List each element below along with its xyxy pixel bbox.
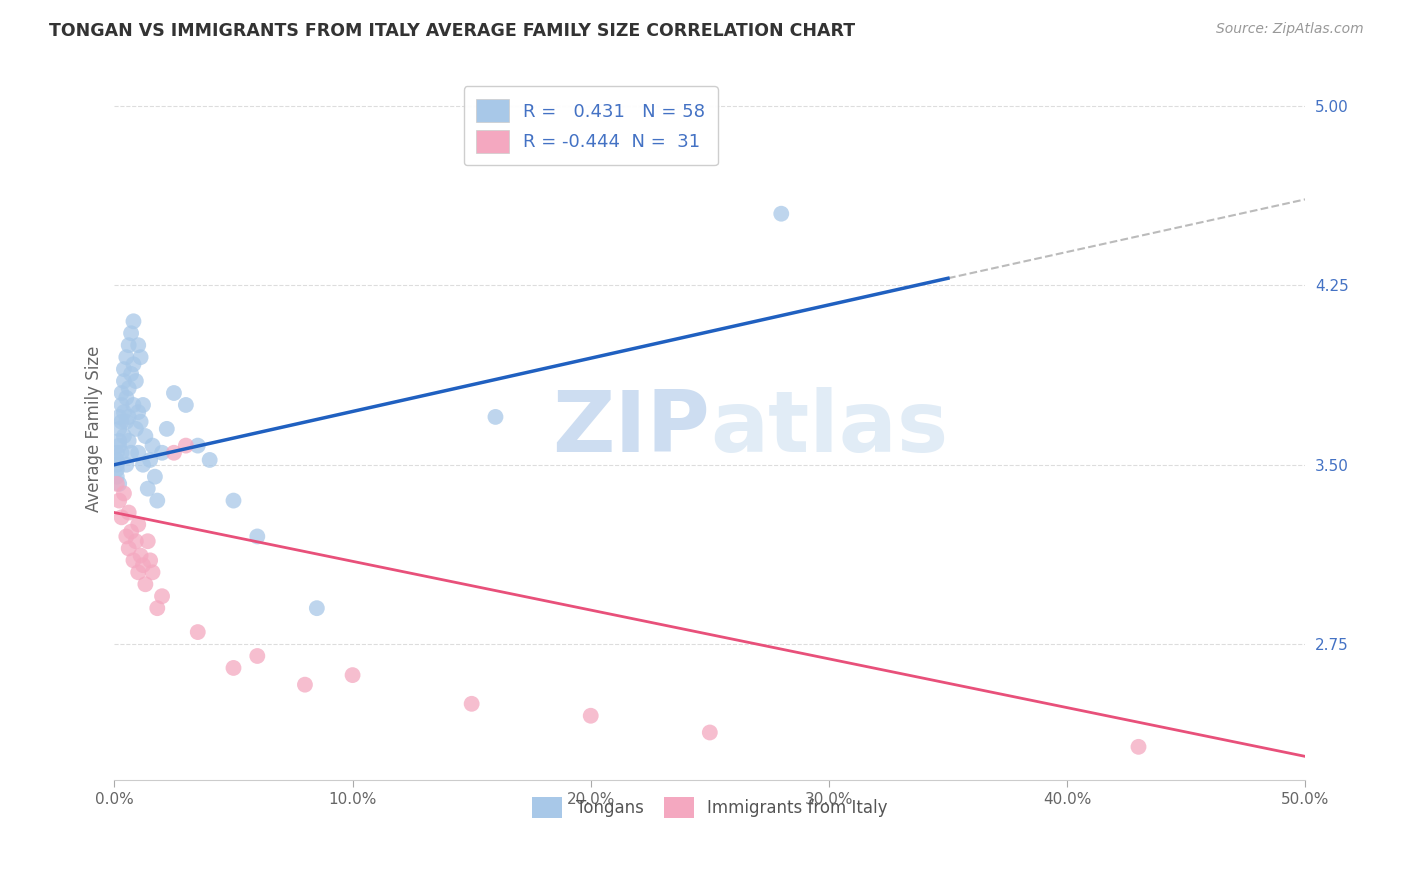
Point: [115, 458, 138, 472]
Point: [174, 398, 197, 412]
Point: [579, 708, 602, 723]
Text: Source: ZipAtlas.com: Source: ZipAtlas.com: [1216, 22, 1364, 37]
Point: [115, 415, 138, 429]
Point: [122, 357, 145, 371]
Point: [132, 458, 155, 472]
Point: [110, 386, 132, 401]
Point: [108, 422, 131, 436]
Point: [115, 529, 138, 543]
Point: [118, 338, 141, 352]
Text: atlas: atlas: [710, 387, 948, 470]
Point: [127, 405, 149, 419]
Point: [187, 439, 209, 453]
Point: [136, 534, 159, 549]
Point: [122, 398, 145, 412]
Text: ZIP: ZIP: [553, 387, 710, 470]
Point: [342, 668, 364, 682]
Point: [136, 482, 159, 496]
Point: [118, 434, 141, 448]
Point: [120, 446, 142, 460]
Point: [125, 422, 148, 436]
Point: [118, 506, 141, 520]
Point: [129, 415, 152, 429]
Point: [156, 422, 179, 436]
Point: [150, 446, 173, 460]
Point: [222, 493, 245, 508]
Point: [112, 362, 135, 376]
Point: [108, 434, 131, 448]
Point: [134, 577, 156, 591]
Point: [132, 558, 155, 573]
Point: [222, 661, 245, 675]
Point: [118, 381, 141, 395]
Point: [112, 405, 135, 419]
Point: [108, 493, 131, 508]
Legend: Tongans, Immigrants from Italy: Tongans, Immigrants from Italy: [526, 790, 894, 825]
Point: [163, 386, 186, 401]
Point: [115, 350, 138, 364]
Point: [112, 486, 135, 500]
Point: [150, 589, 173, 603]
Point: [141, 439, 163, 453]
Point: [105, 453, 128, 467]
Point: [770, 207, 793, 221]
Point: [129, 350, 152, 364]
Point: [120, 524, 142, 539]
Point: [108, 476, 131, 491]
Point: [163, 446, 186, 460]
Point: [132, 398, 155, 412]
Y-axis label: Average Family Size: Average Family Size: [86, 346, 103, 512]
Point: [110, 398, 132, 412]
Point: [1128, 739, 1150, 754]
Point: [174, 439, 197, 453]
Point: [120, 367, 142, 381]
Point: [125, 534, 148, 549]
Point: [127, 338, 149, 352]
Point: [112, 374, 135, 388]
Point: [127, 566, 149, 580]
Point: [198, 453, 221, 467]
Point: [127, 517, 149, 532]
Point: [146, 601, 169, 615]
Point: [108, 409, 131, 424]
Point: [246, 648, 269, 663]
Point: [460, 697, 482, 711]
Point: [105, 469, 128, 483]
Point: [112, 429, 135, 443]
Point: [305, 601, 328, 615]
Point: [105, 446, 128, 460]
Point: [118, 541, 141, 556]
Point: [110, 446, 132, 460]
Point: [118, 409, 141, 424]
Point: [141, 566, 163, 580]
Point: [105, 476, 128, 491]
Point: [139, 553, 162, 567]
Text: TONGAN VS IMMIGRANTS FROM ITALY AVERAGE FAMILY SIZE CORRELATION CHART: TONGAN VS IMMIGRANTS FROM ITALY AVERAGE …: [49, 22, 855, 40]
Point: [105, 458, 128, 472]
Point: [105, 462, 128, 476]
Point: [122, 553, 145, 567]
Point: [110, 510, 132, 524]
Point: [246, 529, 269, 543]
Point: [187, 625, 209, 640]
Point: [115, 391, 138, 405]
Point: [125, 374, 148, 388]
Point: [127, 446, 149, 460]
Point: [120, 326, 142, 341]
Point: [134, 429, 156, 443]
Point: [294, 678, 316, 692]
Point: [110, 415, 132, 429]
Point: [122, 314, 145, 328]
Point: [139, 453, 162, 467]
Point: [108, 439, 131, 453]
Point: [699, 725, 721, 739]
Point: [146, 493, 169, 508]
Point: [143, 469, 166, 483]
Point: [484, 409, 506, 424]
Point: [129, 549, 152, 563]
